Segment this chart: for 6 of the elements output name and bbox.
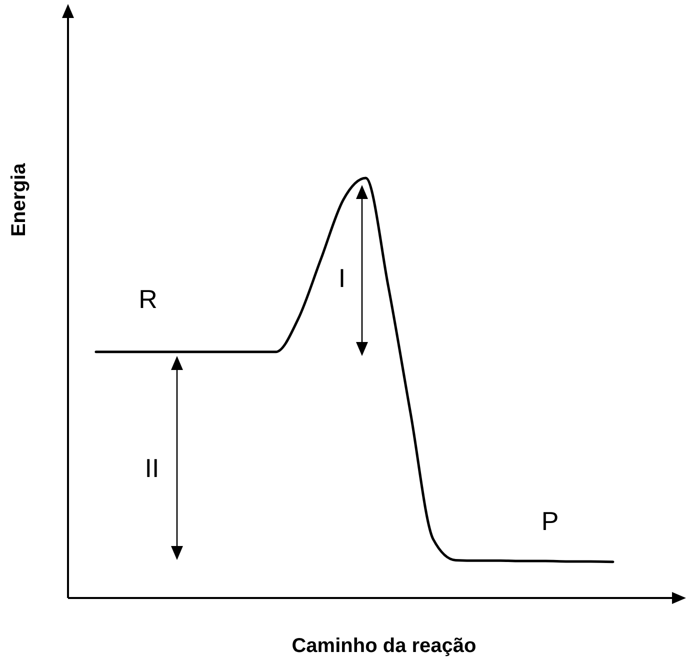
- x-axis-title: Caminho da reação: [292, 635, 476, 657]
- annotation: I: [338, 263, 346, 293]
- y-axis-title: Energia: [8, 162, 30, 237]
- annotation: R: [138, 284, 158, 314]
- annotation: P: [541, 506, 559, 536]
- annotation: II: [144, 453, 160, 483]
